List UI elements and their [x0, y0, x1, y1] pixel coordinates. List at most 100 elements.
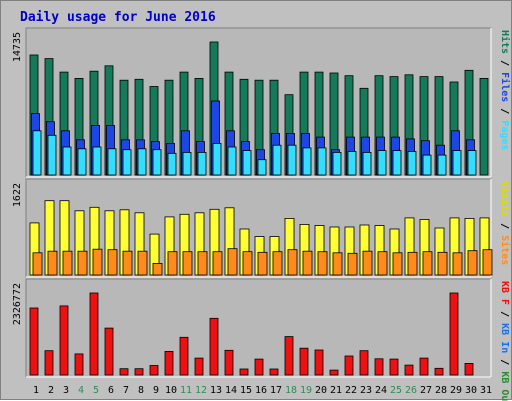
bar-sites-day-9 [152, 262, 163, 276]
bar-sites-day-18 [287, 249, 298, 276]
x-tick-label-day-1: 1 [33, 385, 39, 396]
x-tick-label-day-28: 28 [435, 385, 447, 396]
x-tick-label-day-19: 19 [300, 385, 312, 396]
x-tick-label-day-6: 6 [108, 385, 114, 396]
bar-pages-day-14 [227, 146, 237, 176]
x-tick-label-day-9: 9 [153, 385, 159, 396]
bar-kb-f-day-2 [44, 350, 54, 376]
bar-kb-f-day-7 [119, 368, 129, 376]
bar-pages-day-30 [467, 150, 477, 176]
x-tick-label-day-10: 10 [165, 385, 177, 396]
bar-kb-f-day-10 [164, 350, 174, 376]
x-tick-label-day-26: 26 [405, 385, 417, 396]
bar-sites-day-19 [302, 250, 313, 276]
bar-kb-f-day-30 [464, 362, 474, 376]
bar-kb-f-day-20 [314, 349, 324, 376]
series-legend-requests: Hits / Files / Pages [499, 30, 511, 150]
panel-requests: 14735 Hits / Files / Pages [12, 27, 511, 178]
bar-kb-f-day-15 [239, 368, 249, 376]
bar-sites-day-13 [212, 251, 223, 276]
bar-kb-f-day-29 [449, 292, 459, 376]
x-tick-label-day-17: 17 [270, 385, 282, 396]
legend-part: / [499, 54, 510, 72]
bar-pages-day-29 [452, 150, 462, 176]
x-tick-label-day-12: 12 [195, 385, 207, 396]
x-tick-label-day-31: 31 [480, 385, 492, 396]
x-tick-label-day-21: 21 [330, 385, 342, 396]
legend-part: KB F [499, 281, 510, 305]
bar-kb-f-day-23 [359, 350, 369, 376]
bar-sites-day-25 [392, 252, 403, 276]
bar-kb-f-day-12 [194, 357, 204, 376]
bar-sites-day-31 [482, 249, 493, 276]
series-legend-kbytes: KB F / KB In / KB Out [499, 281, 510, 401]
legend-part: Hits [499, 30, 511, 54]
bar-sites-day-10 [167, 251, 178, 276]
bar-kb-f-day-17 [269, 368, 279, 376]
bar-kb-f-day-5 [89, 292, 99, 376]
bar-sites-day-22 [347, 252, 358, 276]
bar-pages-day-22 [347, 151, 357, 176]
y-max-label-kbytes: 2326772 [12, 283, 23, 325]
x-tick-label-day-4: 4 [78, 385, 84, 396]
bar-pages-day-25 [392, 150, 402, 176]
y-max-label-requests: 14735 [12, 32, 23, 62]
x-tick-label-day-22: 22 [345, 385, 357, 396]
x-tick-label-day-13: 13 [210, 385, 222, 396]
bar-pages-day-18 [287, 144, 297, 176]
chart-panels: 14735 Hits / Files / Pages 1622 Visits / Si… [12, 27, 511, 401]
bar-pages-day-21 [332, 151, 342, 176]
bar-pages-day-20 [317, 147, 327, 176]
bar-sites-day-30 [467, 250, 478, 276]
bar-sites-day-16 [257, 251, 268, 276]
bar-kb-f-day-8 [134, 368, 144, 376]
bar-kb-f-day-24 [374, 358, 384, 376]
bar-pages-day-8 [137, 148, 147, 176]
bar-sites-day-26 [407, 251, 418, 276]
bar-pages-day-2 [47, 134, 57, 176]
x-tick-label-day-7: 7 [123, 385, 129, 396]
bar-pages-day-28 [437, 154, 447, 176]
bar-kb-f-day-22 [344, 355, 354, 376]
bar-pages-day-7 [122, 149, 132, 176]
bar-kb-f-day-3 [59, 305, 69, 376]
panel-visits: 1622 Visits / Sites [12, 178, 511, 278]
x-tick-label-day-11: 11 [180, 385, 192, 396]
bar-pages-day-4 [77, 148, 87, 176]
bar-sites-day-12 [197, 251, 208, 276]
x-tick-label-day-18: 18 [285, 385, 297, 396]
bar-sites-day-27 [422, 251, 433, 276]
x-tick-label-day-23: 23 [360, 385, 372, 396]
bar-pages-day-19 [302, 147, 312, 176]
x-axis-day-labels: 1 2 3 4 5 6 7 8 9 10 11 12 13 14 15 16 17 18 19 20 21 22 23 24 2… [33, 385, 492, 396]
x-tick-label-day-25: 25 [390, 385, 402, 396]
bar-sites-day-28 [437, 251, 448, 276]
bar-pages-day-10 [167, 152, 177, 176]
bar-kb-f-day-19 [299, 347, 309, 376]
bar-sites-day-6 [107, 249, 118, 276]
bar-sites-day-15 [242, 251, 253, 276]
legend-part: Pages [499, 120, 510, 150]
bar-sites-day-11 [182, 251, 193, 276]
bar-kb-f-day-16 [254, 358, 264, 376]
x-tick-label-day-8: 8 [138, 385, 144, 396]
bar-kb-f-day-26 [404, 364, 414, 376]
bar-kb-f-day-13 [209, 317, 219, 376]
bar-pages-day-5 [92, 146, 102, 176]
legend-part: / [499, 305, 510, 323]
x-tick-label-day-27: 27 [420, 385, 432, 396]
bar-pages-day-12 [197, 151, 207, 176]
bar-pages-day-13 [212, 142, 222, 176]
bar-sites-day-29 [452, 252, 463, 276]
bar-pages-day-16 [257, 159, 267, 176]
bar-pages-day-9 [152, 149, 162, 176]
legend-part: Files [499, 72, 511, 102]
bar-pages-day-1 [32, 130, 42, 176]
bar-pages-day-24 [377, 150, 387, 176]
legend-part: Visits [499, 181, 511, 217]
x-tick-label-day-20: 20 [315, 385, 327, 396]
bar-sites-day-21 [332, 252, 343, 276]
bar-sites-day-7 [122, 250, 133, 276]
bar-sites-day-14 [227, 248, 238, 276]
